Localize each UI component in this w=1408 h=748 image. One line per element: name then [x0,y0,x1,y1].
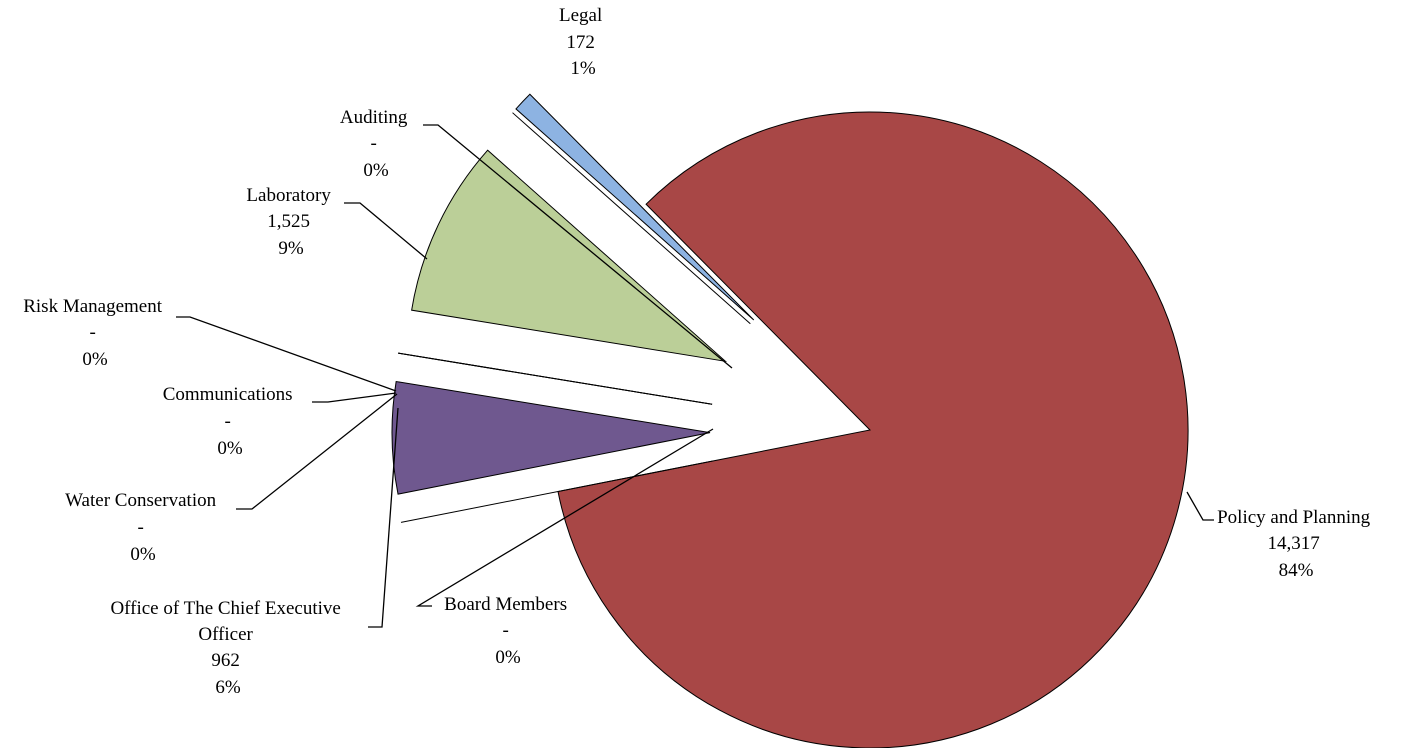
pie-slice-policy-and-planning [557,111,1189,748]
pie-slice-office-of-the-chief-executive-officer [391,380,711,495]
leader-lines [176,124,1214,628]
leader-line-board-members [415,428,714,607]
label-ceo: Office of The Chief Executive Officer 96… [110,598,345,698]
label-water-conservation-name: Water Conservation [65,490,216,511]
pie-slice-laboratory [411,149,728,363]
label-water-conservation-percent: 0% [130,544,156,565]
label-ceo-value: 962 [211,650,240,671]
label-communications-value: - [224,411,230,432]
leader-line-ceo [368,407,399,628]
label-communications-name: Communications [163,384,293,405]
label-laboratory-value: 1,525 [267,211,310,232]
leader-line-auditing [423,124,733,369]
label-laboratory-percent: 9% [278,238,304,259]
label-risk-management: Risk Management - 0% [23,296,167,370]
label-board-members-value: - [502,620,508,641]
label-legal-name: Legal [559,5,602,26]
label-risk-management-value: - [89,322,95,343]
label-policy-and-planning: Policy and Planning 14,317 84% [1217,507,1375,581]
label-auditing-percent: 0% [363,160,389,181]
label-policy-name: Policy and Planning [1217,507,1371,528]
label-water-conservation-value: - [137,517,143,538]
pie-slices [391,93,1189,748]
label-auditing: Auditing - 0% [340,107,412,181]
label-ceo-percent: 6% [215,677,241,698]
leader-line-risk-management [176,316,397,392]
label-ceo-name-line2: Officer [198,624,253,645]
leader-line-water-conservation [236,393,398,510]
label-board-members-name: Board Members [444,594,567,615]
label-risk-management-percent: 0% [82,349,108,370]
label-policy-value: 14,317 [1268,533,1320,554]
label-laboratory-name: Laboratory [246,185,331,206]
pie-slice-risk-management [398,352,713,405]
label-communications-percent: 0% [217,438,243,459]
label-laboratory: Laboratory 1,525 9% [246,185,335,259]
label-policy-percent: 84% [1279,560,1314,581]
label-legal: Legal 172 1% [559,5,607,79]
leader-line-laboratory [344,202,428,260]
label-board-members: Board Members - 0% [444,594,572,668]
pie-slice-board-members [400,460,714,523]
label-ceo-name-line1: Office of The Chief Executive [110,598,340,619]
leader-line-communications [312,392,397,403]
label-auditing-name: Auditing [340,107,408,128]
data-labels: Legal 172 1% Auditing - 0% Laboratory 1,… [23,5,1375,698]
leader-line-policy [1186,491,1214,521]
pie-slice-auditing [512,112,751,325]
label-communications: Communications - 0% [163,384,298,459]
pie-slice-legal [515,93,755,321]
label-auditing-value: - [370,133,376,154]
label-water-conservation: Water Conservation - 0% [65,490,221,565]
label-board-members-percent: 0% [495,647,521,668]
label-risk-management-name: Risk Management [23,296,163,317]
label-legal-value: 172 [566,32,595,53]
label-legal-percent: 1% [570,58,596,79]
